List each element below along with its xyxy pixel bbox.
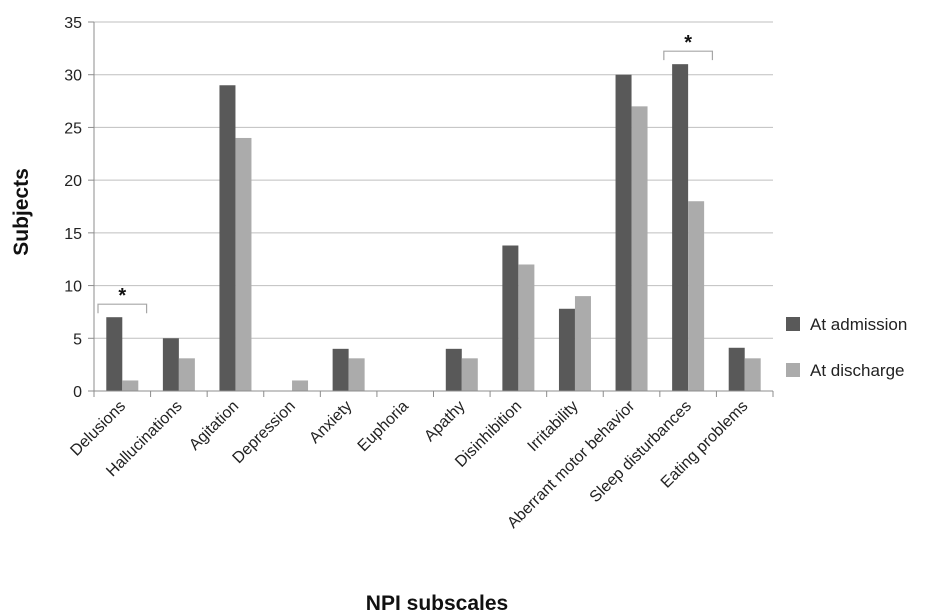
bar-discharge-disinhibition (518, 264, 535, 391)
bar-admission-apathy (445, 348, 462, 391)
bar-discharge-sleep-disturbances (688, 201, 705, 391)
legend: At admission At discharge (786, 315, 907, 380)
y-tick-label: 10 (64, 279, 82, 296)
bar-discharge-apathy (461, 358, 478, 391)
annotations: ** (97, 32, 714, 314)
bar-admission-sleep-disturbances (672, 64, 689, 392)
y-tick-label: 5 (73, 331, 82, 348)
bar-discharge-hallucinations (178, 358, 195, 391)
bar-admission-aberrant-motor-behavior (615, 74, 632, 391)
x-tick-label: Irritability (525, 398, 582, 455)
bar-discharge-irritability (574, 296, 591, 391)
bar-admission-eating-problems (728, 347, 745, 391)
legend-swatch (786, 317, 800, 331)
significance-marker: * (118, 285, 126, 307)
y-tick-label: 15 (64, 226, 82, 243)
gridlines (94, 21, 773, 339)
x-tick-label: Sleep disturbances (587, 398, 695, 506)
bar-discharge-depression (292, 380, 309, 391)
bars (106, 64, 761, 392)
bar-discharge-aberrant-motor-behavior (631, 106, 648, 391)
x-tick-label: Agitation (186, 398, 242, 454)
bar-admission-hallucinations (162, 338, 179, 391)
legend-label: At discharge (810, 361, 905, 380)
bar-discharge-delusions (122, 380, 139, 391)
y-tick-label: 35 (64, 15, 82, 32)
significance-bracket (97, 303, 148, 314)
x-tick-label: Euphoria (355, 398, 412, 455)
legend-label: At admission (810, 315, 907, 334)
legend-swatch (786, 363, 800, 377)
y-tick-label: 30 (64, 68, 82, 85)
bar-admission-anxiety (332, 348, 349, 391)
bar-admission-delusions (106, 317, 123, 391)
y-axis-title: Subjects (10, 168, 33, 256)
y-tick-label: 20 (64, 173, 82, 190)
x-axis-title: NPI subscales (366, 592, 508, 615)
x-tick-label: Anxiety (306, 398, 355, 447)
y-tick-label: 25 (64, 120, 82, 137)
bar-admission-agitation (219, 85, 236, 391)
significance-bracket (663, 50, 714, 61)
bar-admission-disinhibition (502, 245, 519, 391)
bar-admission-irritability (558, 308, 575, 391)
x-tick-label: Apathy (421, 398, 468, 445)
bar-discharge-anxiety (348, 358, 365, 391)
y-tick-label: 0 (73, 384, 82, 401)
bar-discharge-agitation (235, 137, 252, 391)
significance-marker: * (684, 32, 692, 54)
bar-discharge-eating-problems (744, 358, 761, 391)
